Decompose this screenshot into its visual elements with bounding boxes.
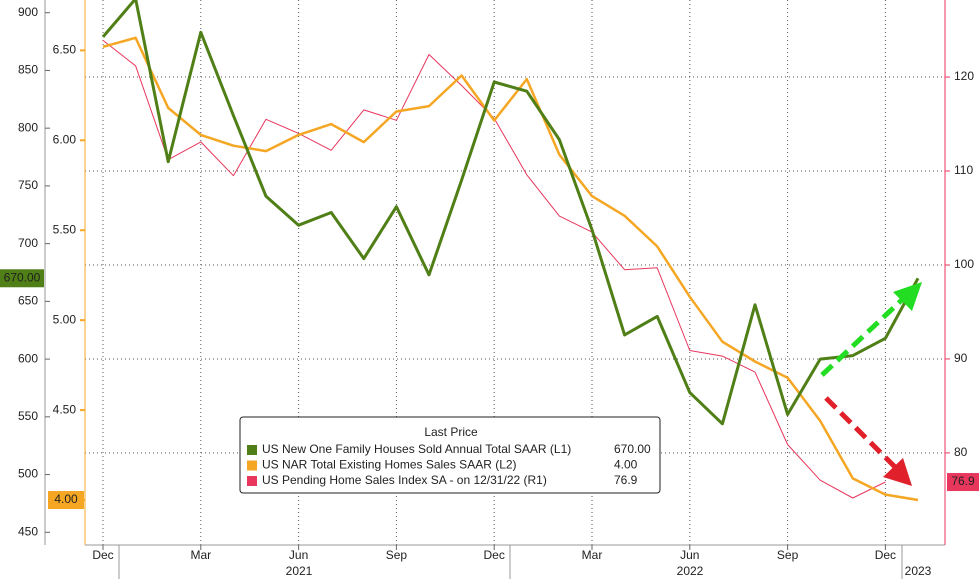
y3-tick-label: 120 <box>954 69 974 83</box>
y2-tick-label: 6.00 <box>53 132 77 146</box>
legend-title: Last Price <box>424 425 478 439</box>
legend-label: US NAR Total Existing Homes Sales SAAR (… <box>262 458 517 472</box>
legend-swatch <box>247 476 257 486</box>
y3-tick-label: 80 <box>954 445 968 459</box>
down-arrow <box>824 396 912 486</box>
y-tick-label: 500 <box>18 467 38 481</box>
y-tick-label: 750 <box>18 178 38 192</box>
year-label: 2023 <box>905 564 932 578</box>
last-value-badge <box>947 473 979 492</box>
y3-tick-label: 90 <box>954 351 968 365</box>
y2-tick-label: 5.50 <box>53 222 77 236</box>
year-label: 2021 <box>286 564 313 578</box>
legend-label: US New One Family Houses Sold Annual Tot… <box>262 442 571 456</box>
x-tick-label: Mar <box>582 548 603 562</box>
y-tick-label: 850 <box>18 63 38 77</box>
y-tick-label: 650 <box>18 294 38 308</box>
legend-value: 4.00 <box>614 458 638 472</box>
x-tick-label: Mar <box>190 548 211 562</box>
up-arrow <box>820 282 922 377</box>
legend-swatch <box>247 460 257 471</box>
last-value-badge <box>0 269 44 288</box>
grid <box>85 0 945 545</box>
legend-box <box>239 416 661 494</box>
plot <box>101 0 920 502</box>
x-tick-label: Jun <box>680 548 699 562</box>
x-tick-label: Sep <box>386 548 408 562</box>
y-tick-label: 600 <box>18 351 38 365</box>
year-label: 2022 <box>677 564 704 578</box>
x-tick-label: Dec <box>484 548 505 562</box>
x-tick-label: Dec <box>875 548 896 562</box>
legend-swatch <box>247 445 257 455</box>
y-tick-label: 800 <box>18 120 38 134</box>
y-tick-label: 700 <box>18 236 38 250</box>
y3-tick-label: 100 <box>954 257 974 271</box>
y2-tick-label: 4.50 <box>53 402 77 416</box>
legend-label: US Pending Home Sales Index SA - on 12/3… <box>262 473 547 487</box>
series-line <box>102 36 919 502</box>
series-line <box>101 0 920 426</box>
y2-tick-label: 6.50 <box>53 43 77 57</box>
legend-value: 76.9 <box>614 473 638 487</box>
last-value-label: 4.00 <box>54 492 78 506</box>
last-value-label: 76.9 <box>951 474 975 488</box>
last-value-badge <box>48 491 84 510</box>
y3-tick-label: 110 <box>954 163 973 177</box>
legend: Last Price US New One Family Houses Sold… <box>239 416 661 494</box>
y-tick-label: 450 <box>18 524 38 538</box>
y-tick-label: 900 <box>18 5 38 19</box>
x-tick-label: Sep <box>777 548 799 562</box>
y2-tick-label: 5.00 <box>53 312 77 326</box>
x-tick-label: Jun <box>289 548 308 562</box>
legend-value: 670.00 <box>614 442 651 456</box>
x-tick-label: Dec <box>92 548 113 562</box>
last-value-label: 670.00 <box>4 270 41 284</box>
y-tick-label: 550 <box>18 409 38 423</box>
